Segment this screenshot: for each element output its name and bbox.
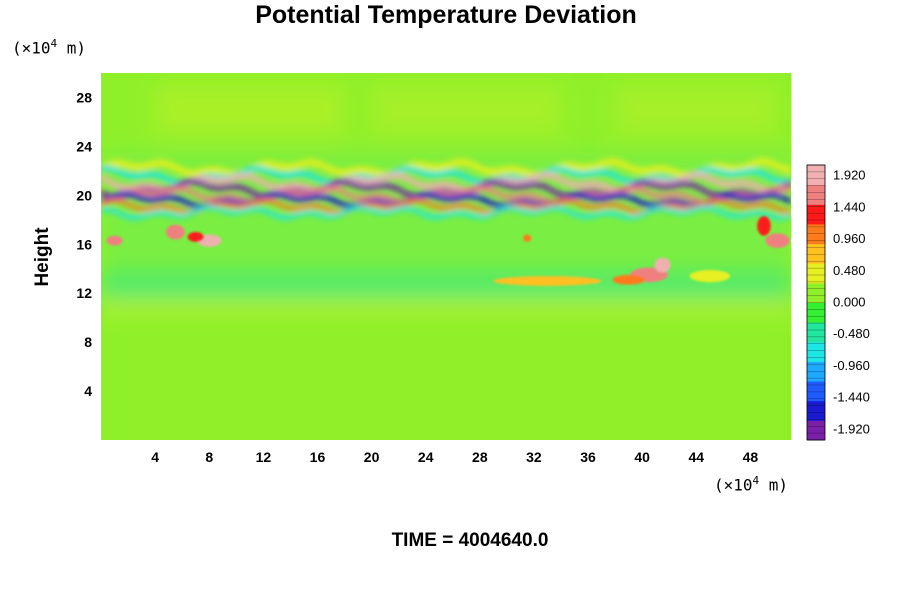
- colorbar-swatch: [807, 165, 825, 186]
- blob: [765, 233, 790, 248]
- y-unit-suffix: m): [57, 38, 87, 58]
- colorbar-swatch: [807, 341, 825, 362]
- x-tick-label: 12: [256, 449, 272, 465]
- x-unit-prefix: (×10: [714, 475, 753, 495]
- chart-title: Potential Temperature Deviation: [255, 1, 637, 29]
- wave-stripe: [101, 204, 791, 221]
- wave-layer: [101, 157, 791, 221]
- colorbar: 1.920 1.440 0.960 0.480 0.000 -0.480 -0.960 -1.…: [806, 164, 870, 441]
- y-tick-label: 8: [84, 334, 92, 350]
- colorbar-tick-label: 0.960: [833, 231, 866, 246]
- x-unit-exponent: 4: [752, 474, 760, 487]
- colorbar-tick-label: 1.440: [833, 199, 866, 214]
- blob: [689, 269, 731, 283]
- x-tick-label: 36: [580, 449, 596, 465]
- blob: [757, 216, 771, 236]
- colorbar-tick-label: -1.920: [833, 421, 870, 436]
- colorbar-swatch: [807, 400, 825, 421]
- x-tick-label: 44: [689, 449, 705, 465]
- y-tick-label: 28: [76, 89, 92, 105]
- colorbar-swatch: [807, 322, 825, 343]
- wave-stripe: [101, 165, 791, 187]
- blob: [493, 276, 602, 286]
- colorbar-swatch: [807, 223, 825, 245]
- blob: [523, 234, 532, 242]
- x-tick-label: 40: [634, 449, 650, 465]
- colorbar-tick-label: -0.480: [833, 326, 870, 341]
- colorbar-tick-label: 0.480: [833, 263, 866, 278]
- y-tick-label: 4: [84, 383, 92, 399]
- wave-stripe: [101, 190, 791, 211]
- colorbar-swatch: [807, 243, 825, 264]
- x-tick-label: 16: [310, 449, 326, 465]
- x-unit-suffix: m): [759, 475, 789, 495]
- colorbar-tick-label: -0.960: [833, 358, 870, 373]
- y-unit-prefix: (×10: [12, 38, 51, 58]
- colorbar-swatch: [807, 381, 825, 402]
- y-axis-unit: (×104 m): [12, 35, 86, 57]
- wave-stripe: [101, 197, 791, 216]
- colorbar-swatch: [807, 302, 825, 323]
- y-tick-label: 20: [76, 187, 92, 203]
- x-axis-unit: (×104 m): [714, 472, 788, 494]
- time-label: TIME = 4004640.0: [391, 530, 549, 551]
- x-tick-label: 28: [472, 449, 488, 465]
- colorbar-tick-label: -1.440: [833, 390, 870, 405]
- y-unit-exponent: 4: [50, 37, 58, 50]
- colorbar-tick-label: 0.000: [833, 295, 866, 310]
- soft-region: [155, 85, 345, 135]
- wave-stripe: [101, 184, 791, 206]
- blob-layer: [106, 216, 790, 286]
- x-tick-label: 48: [743, 449, 759, 465]
- heatmap-field: [101, 73, 791, 440]
- blob: [612, 274, 645, 285]
- x-tick-label: 24: [418, 449, 434, 465]
- colorbar-swatch: [807, 184, 825, 205]
- soft-region: [101, 300, 791, 316]
- y-tick-label: 24: [76, 138, 92, 154]
- colorbar-swatch: [807, 204, 825, 225]
- x-tick-label: 8: [205, 449, 213, 465]
- colorbar-swatch: [807, 282, 825, 303]
- soft-region: [371, 85, 561, 135]
- x-tick-label: 32: [526, 449, 542, 465]
- blob: [187, 232, 204, 242]
- blob: [165, 224, 185, 240]
- colorbar-swatch: [807, 263, 825, 284]
- y-tick-label: 12: [76, 285, 92, 301]
- x-tick-label: 4: [151, 449, 159, 465]
- x-tick-label: 20: [364, 449, 380, 465]
- soft-region: [615, 85, 778, 135]
- soft-region: [101, 271, 791, 303]
- colorbar-swatch: [807, 361, 825, 382]
- colorbar-tick-label: 1.920: [833, 168, 866, 183]
- y-tick-label: 16: [76, 236, 92, 252]
- wave-stripe: [101, 157, 791, 179]
- colorbar-swatch: [807, 420, 825, 441]
- blob: [106, 235, 123, 246]
- colorbar-frame: [806, 164, 826, 441]
- blob: [654, 257, 671, 273]
